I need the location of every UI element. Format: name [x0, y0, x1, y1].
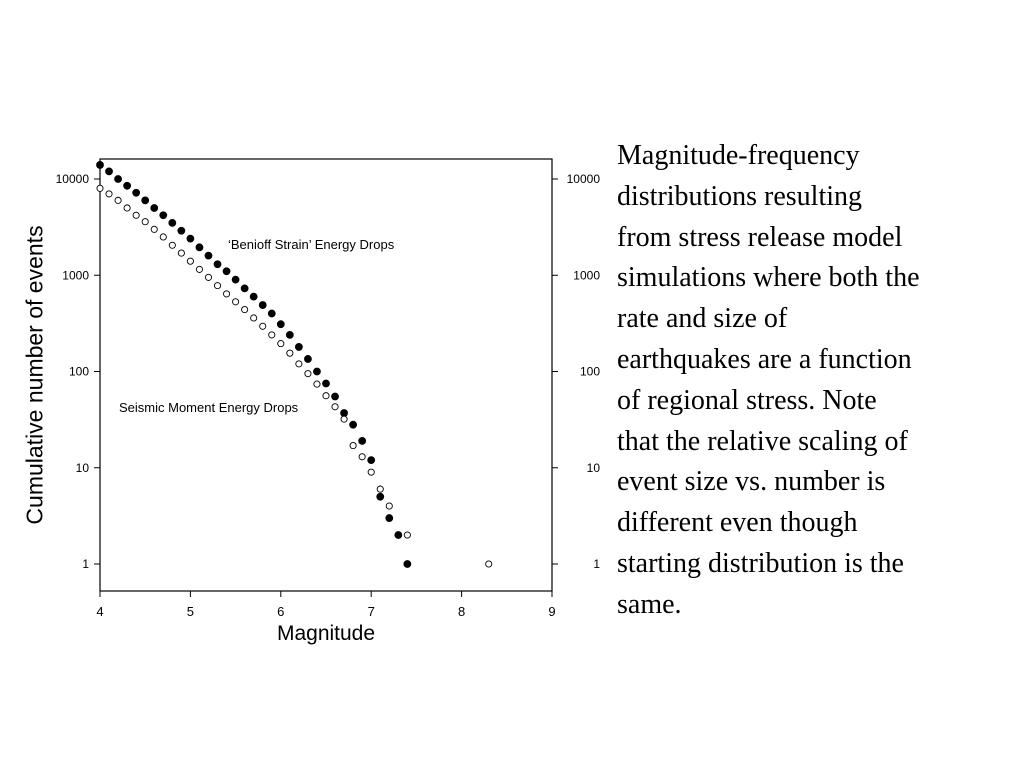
open-circle-point [250, 314, 258, 322]
y-tick-label-right: 1 [593, 557, 600, 571]
filled-circle-point [204, 251, 213, 260]
open-circle-point [358, 453, 366, 461]
open-circle-point [177, 249, 185, 257]
x-tick-label: 4 [96, 604, 103, 619]
filled-circle-point [96, 161, 104, 169]
filled-circle-point [123, 181, 132, 190]
open-circle-point [150, 225, 158, 233]
x-tick-label: 9 [548, 604, 555, 619]
x-tick-label: 5 [187, 604, 194, 619]
y-tick-label-left: 10 [76, 461, 90, 475]
open-circle-point [223, 290, 231, 298]
filled-circle-point [213, 260, 222, 269]
filled-circle-point [322, 379, 330, 388]
open-circle-point [123, 204, 131, 212]
open-circle-point [195, 265, 203, 273]
figure-caption: Magnitude-frequency distributions result… [617, 140, 920, 620]
filled-circle-point [195, 243, 204, 252]
x-axis-label: Magnitude [276, 622, 376, 645]
y-tick-label-left: 1000 [62, 268, 89, 282]
open-circle-point [114, 196, 122, 204]
open-circle-point [168, 241, 176, 249]
filled-circle-point [358, 437, 367, 445]
open-circle-point [322, 392, 330, 400]
filled-circle-point [159, 211, 168, 220]
y-tick-label-right: 100 [580, 365, 600, 379]
open-circle-point [259, 322, 267, 330]
filled-circle-point [340, 409, 348, 417]
filled-circle-point [231, 275, 240, 284]
filled-circle-point [150, 204, 159, 212]
filled-circle-point [132, 188, 141, 197]
filled-circle-point [186, 234, 195, 243]
y-tick-label-left: 10000 [56, 172, 90, 186]
open-circle-point [159, 233, 167, 241]
data-points [96, 161, 493, 568]
y-axis-label: Cumulative number of events [21, 225, 48, 525]
filled-circle-point [294, 343, 303, 351]
open-circle-point [277, 340, 285, 348]
open-circle-point [132, 211, 140, 219]
filled-circle-point [105, 167, 113, 176]
open-circle-point [367, 468, 375, 476]
filled-circle-point [177, 226, 186, 235]
open-circle-point [232, 298, 240, 306]
open-circle-point [295, 360, 303, 368]
open-circle-point [313, 380, 321, 388]
open-circle-point [331, 403, 339, 411]
y-tick-label-right: 10 [587, 461, 601, 475]
filled-circle-point [267, 309, 276, 318]
filled-circle-point [313, 367, 321, 376]
open-circle-point [268, 331, 276, 339]
plot-frame [99, 158, 553, 592]
filled-circle-point [403, 560, 412, 568]
open-circle-point [213, 282, 222, 290]
axes: 4 5 6 7 8 9 1 1 10 10 100 100 1000 1000 10000 10000 [56, 172, 601, 619]
benioff-annotation: ‘Benioff Strain’ Energy Drops [228, 237, 395, 252]
open-circle-point [485, 560, 493, 568]
open-circle-point [204, 273, 213, 281]
open-circle-point [241, 306, 249, 314]
x-tick-label: 8 [458, 604, 465, 619]
filled-circle-point [114, 175, 122, 183]
filled-circle-point [376, 492, 385, 501]
open-circle-point [385, 502, 393, 510]
open-circle-point [340, 415, 348, 423]
filled-circle-point [394, 531, 403, 539]
filled-circle-point [168, 218, 177, 227]
filled-circle-point [141, 196, 150, 205]
open-circle-point [105, 190, 113, 198]
open-circle-point [376, 485, 384, 493]
filled-circle-point [304, 355, 312, 363]
seismic-moment-annotation: Seismic Moment Energy Drops [119, 400, 299, 415]
filled-circle-point [222, 267, 231, 276]
filled-circle-point [258, 301, 267, 309]
open-circle-point [286, 349, 294, 357]
open-circle-point [141, 218, 149, 226]
y-tick-label-left: 1 [82, 557, 89, 571]
filled-circle-point [349, 420, 358, 429]
x-tick-label: 7 [368, 604, 375, 619]
open-circle-point [304, 370, 312, 378]
filled-circle-point [249, 292, 258, 301]
open-circle-point [186, 257, 194, 265]
filled-circle-point [331, 392, 339, 401]
filled-circle-point [276, 320, 285, 329]
y-tick-label-left: 100 [69, 365, 89, 379]
y-tick-label-right: 1000 [573, 268, 600, 282]
y-tick-label-right: 10000 [567, 172, 601, 186]
filled-circle-point [385, 514, 394, 522]
filled-circle-point [285, 331, 294, 339]
open-circle-point [349, 442, 357, 450]
filled-circle-point [240, 284, 249, 293]
open-circle-point [96, 184, 104, 192]
open-circle-point [403, 531, 411, 539]
x-tick-label: 6 [277, 604, 284, 619]
filled-circle-point [367, 456, 376, 465]
